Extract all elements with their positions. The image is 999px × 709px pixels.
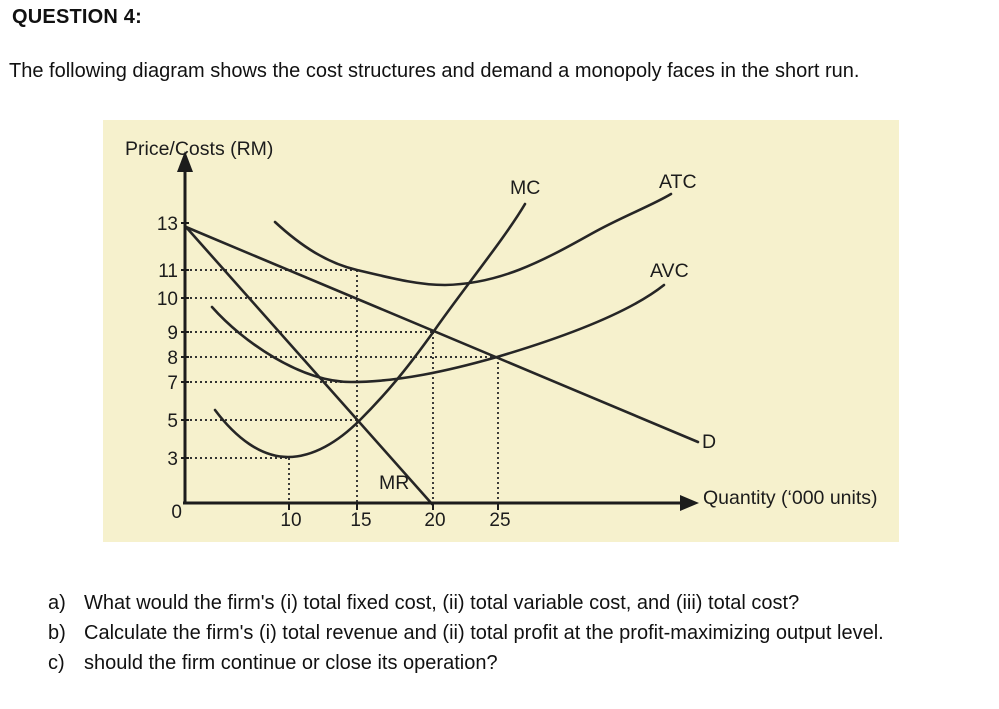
y-tick-label-3: 3 (167, 449, 178, 470)
y-tick-label-7: 7 (167, 373, 178, 394)
atc-curve (273, 192, 673, 287)
question-title: QUESTION 4: (12, 6, 142, 28)
x-axis-arrow-icon (680, 495, 699, 511)
question-item-c: c) should the firm continue or close its… (48, 648, 988, 678)
y-tick-label-10: 10 (157, 289, 178, 310)
y-tick-label-8: 8 (167, 348, 178, 369)
question-item-a: a) What would the firm's (i) total fixed… (48, 588, 988, 618)
mc-curve (213, 202, 527, 459)
avc-curve-label: AVC (650, 260, 689, 282)
mr-curve (184, 225, 434, 506)
x-tick-label-25: 25 (489, 510, 510, 531)
y-tick-label-5: 5 (167, 411, 178, 432)
y-tick-label-13: 13 (157, 214, 178, 235)
intro-text: The following diagram shows the cost str… (9, 60, 860, 82)
question-marker: a) (48, 592, 66, 614)
question-list: a) What would the firm's (i) total fixed… (48, 588, 988, 678)
demand-curve (184, 225, 700, 444)
x-tick-label-10: 10 (280, 510, 301, 531)
x-tick-label-15: 15 (350, 510, 371, 531)
question-text: should the firm continue or close its op… (84, 652, 498, 674)
question-text: What would the firm's (i) total fixed co… (84, 592, 800, 614)
question-item-b: b) Calculate the firm's (i) total revenu… (48, 618, 988, 648)
x-axis-title: Quantity (‘000 units) (703, 487, 878, 509)
origin-label: 0 (171, 502, 182, 523)
y-tick-label-11: 11 (158, 261, 178, 282)
y-axis-arrow-icon (177, 151, 193, 172)
mr-curve-label: MR (379, 472, 409, 494)
mc-curve-label: MC (510, 177, 540, 199)
y-tick-label-9: 9 (167, 323, 178, 344)
question-text: Calculate the firm's (i) total revenue a… (84, 622, 884, 644)
monopoly-cost-diagram: Price/Costs (RM) Quantity (‘000 units) 0… (125, 138, 878, 531)
avc-curve (210, 283, 666, 384)
diagram-panel: Price/Costs (RM) Quantity (‘000 units) 0… (103, 120, 899, 542)
y-axis-title: Price/Costs (RM) (125, 138, 273, 160)
demand-curve-label: D (702, 431, 716, 453)
question-marker: b) (48, 622, 66, 644)
x-tick-label-20: 20 (424, 510, 445, 531)
question-marker: c) (48, 652, 65, 674)
atc-curve-label: ATC (659, 171, 697, 193)
